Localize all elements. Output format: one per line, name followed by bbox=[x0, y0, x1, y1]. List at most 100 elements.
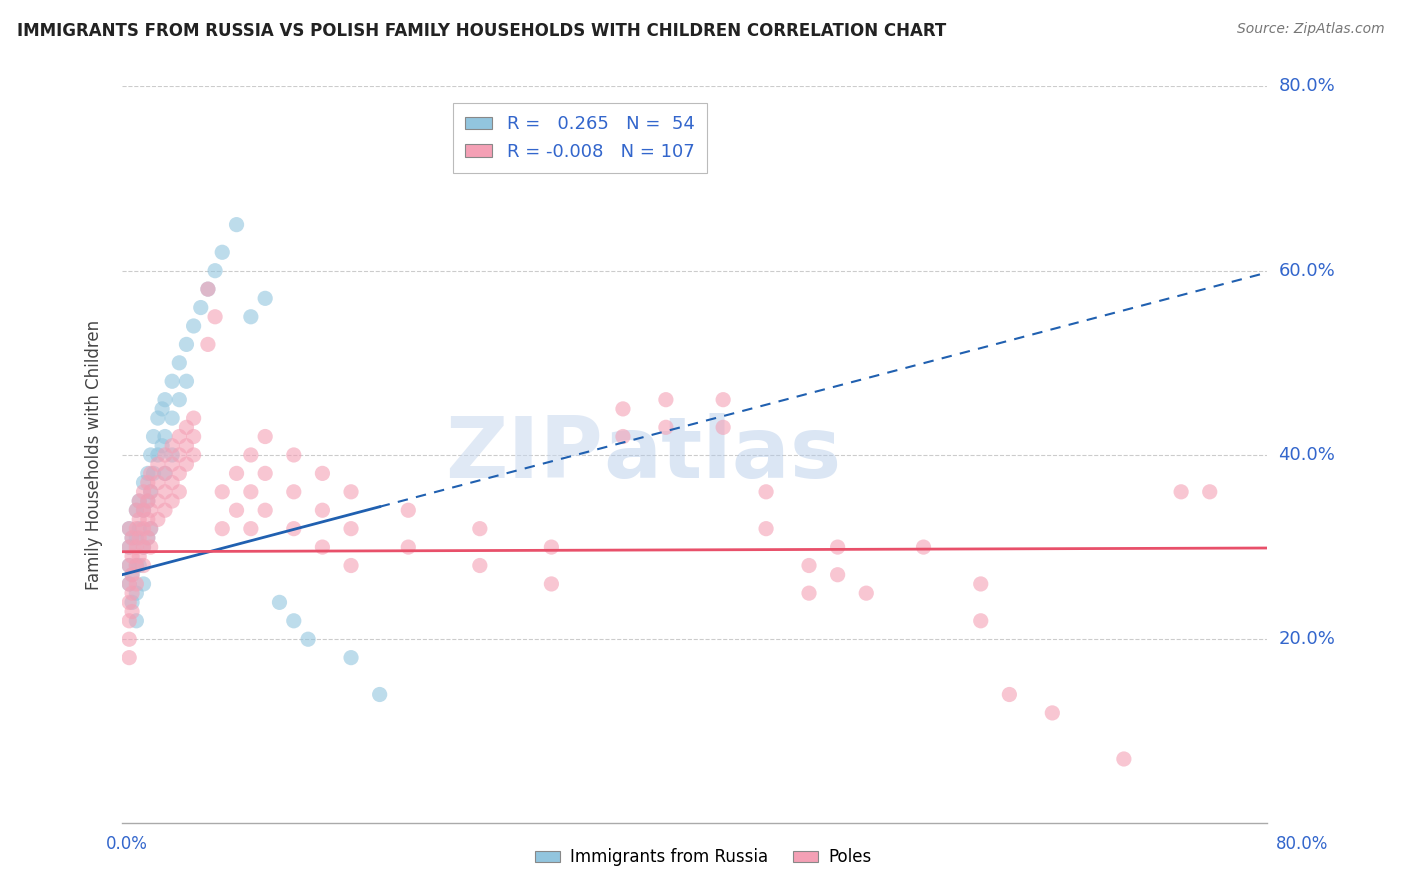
Point bbox=[146, 512, 169, 526]
Point bbox=[125, 558, 148, 573]
Point bbox=[468, 558, 491, 573]
Point bbox=[797, 586, 820, 600]
Point bbox=[1040, 706, 1063, 720]
Point bbox=[121, 605, 143, 619]
Point bbox=[176, 457, 198, 471]
Point bbox=[169, 356, 191, 370]
Point bbox=[118, 577, 141, 591]
Point bbox=[146, 457, 169, 471]
Point bbox=[612, 429, 634, 443]
Point bbox=[197, 282, 219, 296]
Text: 0.0%: 0.0% bbox=[105, 835, 148, 853]
Point bbox=[254, 467, 277, 481]
Text: 60.0%: 60.0% bbox=[1278, 261, 1336, 280]
Point bbox=[283, 448, 305, 462]
Point bbox=[121, 586, 143, 600]
Point bbox=[197, 337, 219, 351]
Point bbox=[125, 614, 148, 628]
Point bbox=[340, 522, 363, 536]
Point bbox=[340, 650, 363, 665]
Point bbox=[139, 448, 162, 462]
Point bbox=[136, 531, 159, 545]
Point bbox=[139, 467, 162, 481]
Point bbox=[121, 567, 143, 582]
Point bbox=[169, 448, 191, 462]
Point bbox=[125, 540, 148, 554]
Point bbox=[139, 522, 162, 536]
Point bbox=[183, 448, 205, 462]
Point bbox=[396, 540, 419, 554]
Point bbox=[827, 540, 849, 554]
Point bbox=[132, 540, 155, 554]
Point bbox=[136, 494, 159, 508]
Point bbox=[125, 586, 148, 600]
Point bbox=[176, 420, 198, 434]
Point bbox=[797, 558, 820, 573]
Point bbox=[136, 531, 159, 545]
Point bbox=[160, 457, 183, 471]
Text: 80.0%: 80.0% bbox=[1277, 835, 1329, 853]
Point bbox=[153, 484, 176, 499]
Point bbox=[128, 531, 150, 545]
Point bbox=[139, 484, 162, 499]
Point bbox=[125, 522, 148, 536]
Point bbox=[254, 291, 277, 305]
Point bbox=[153, 467, 176, 481]
Point bbox=[254, 503, 277, 517]
Point bbox=[998, 688, 1021, 702]
Point bbox=[468, 522, 491, 536]
Point bbox=[239, 310, 262, 324]
Point bbox=[142, 467, 165, 481]
Point bbox=[121, 549, 143, 564]
Point bbox=[139, 484, 162, 499]
Point bbox=[197, 282, 219, 296]
Point bbox=[190, 301, 212, 315]
Text: 40.0%: 40.0% bbox=[1278, 446, 1336, 464]
Point bbox=[169, 392, 191, 407]
Point bbox=[169, 484, 191, 499]
Point bbox=[146, 475, 169, 490]
Point bbox=[118, 632, 141, 647]
Point bbox=[139, 503, 162, 517]
Point bbox=[118, 522, 141, 536]
Point bbox=[118, 650, 141, 665]
Legend: Immigrants from Russia, Poles: Immigrants from Russia, Poles bbox=[529, 842, 877, 873]
Point bbox=[970, 614, 993, 628]
Point bbox=[204, 263, 226, 277]
Point bbox=[128, 494, 150, 508]
Point bbox=[239, 484, 262, 499]
Point bbox=[142, 429, 165, 443]
Point bbox=[340, 558, 363, 573]
Point bbox=[128, 494, 150, 508]
Point bbox=[146, 448, 169, 462]
Point bbox=[239, 522, 262, 536]
Point bbox=[211, 245, 233, 260]
Point bbox=[146, 411, 169, 425]
Point bbox=[176, 337, 198, 351]
Point bbox=[225, 467, 247, 481]
Point bbox=[118, 558, 141, 573]
Point bbox=[396, 503, 419, 517]
Point bbox=[132, 577, 155, 591]
Point bbox=[169, 467, 191, 481]
Point bbox=[118, 595, 141, 609]
Point bbox=[283, 484, 305, 499]
Point bbox=[121, 567, 143, 582]
Point bbox=[1112, 752, 1135, 766]
Point bbox=[655, 392, 678, 407]
Point bbox=[132, 503, 155, 517]
Point bbox=[132, 475, 155, 490]
Point bbox=[169, 429, 191, 443]
Point bbox=[239, 448, 262, 462]
Point bbox=[132, 558, 155, 573]
Point bbox=[150, 439, 173, 453]
Point bbox=[311, 503, 333, 517]
Point bbox=[183, 318, 205, 333]
Point bbox=[311, 467, 333, 481]
Point bbox=[912, 540, 935, 554]
Point bbox=[225, 503, 247, 517]
Point bbox=[128, 549, 150, 564]
Point bbox=[118, 558, 141, 573]
Point bbox=[121, 531, 143, 545]
Text: ZIP: ZIP bbox=[446, 414, 603, 497]
